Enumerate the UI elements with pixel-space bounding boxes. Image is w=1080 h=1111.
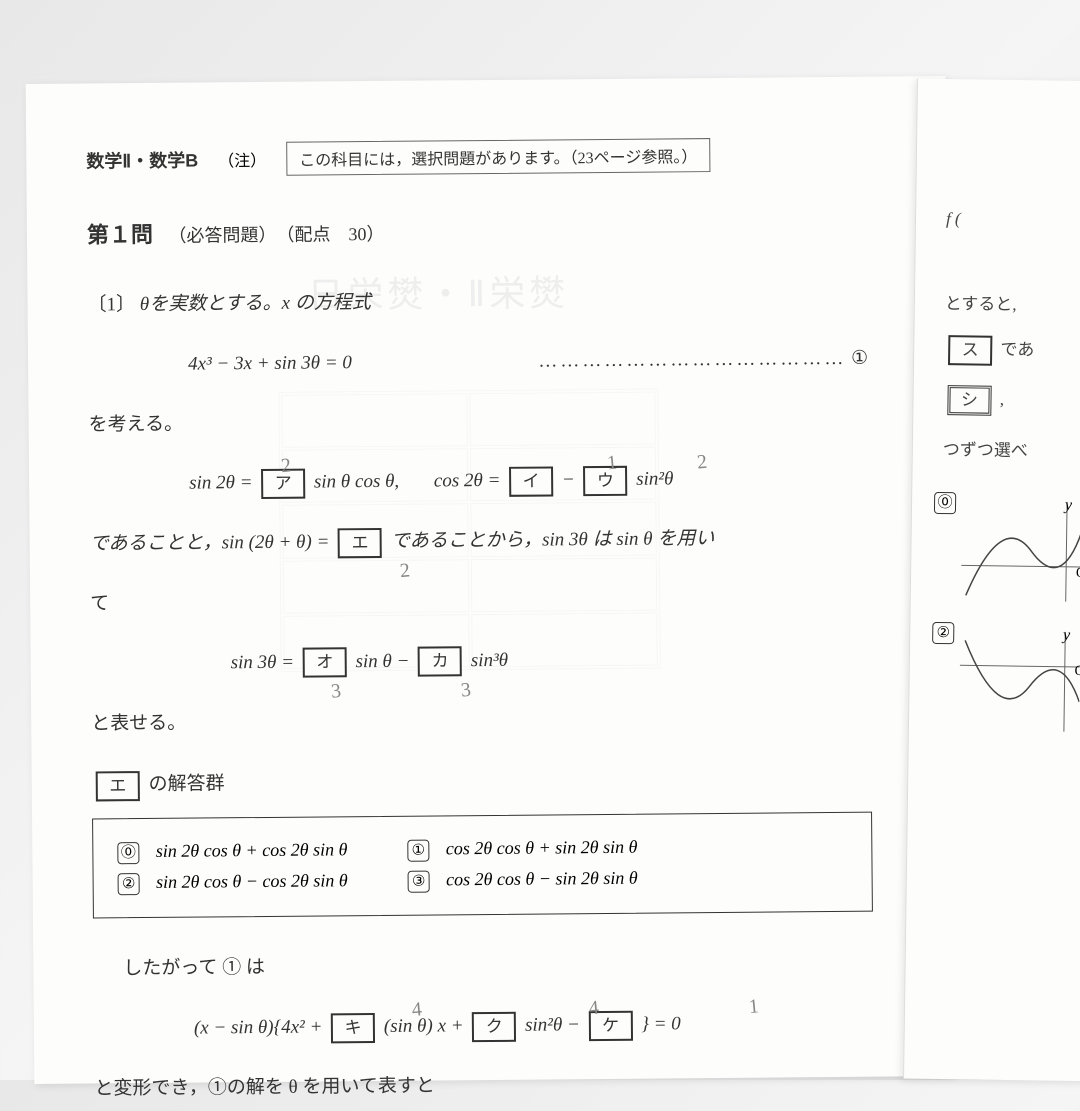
opt-text-1: cos 2θ cos θ + sin 2θ sin θ [446,837,638,859]
q-subtitle: （必答問題） （配点 30） [168,224,384,246]
l11b: (sin θ) x + [384,1015,464,1037]
rp-f: f ( [946,209,1080,231]
line-10: したがって ① は [123,941,913,990]
subject-label: 数学Ⅱ・数学B [86,147,198,174]
eq1-dots: …………………………………… [538,348,846,372]
box-o: オ [303,648,347,678]
line-4: 2 1 2 sin 2θ = ア sin θ cos θ, cos 2θ = イ… [189,457,909,505]
l11d: } = 0 [641,1013,681,1034]
options-box: ⓪ sin 2θ cos θ + cos 2θ sin θ ① cos 2θ c… [92,812,873,919]
opt-text-3: cos 2θ cos θ − sin 2θ sin θ [446,868,638,890]
graph-2-svg [959,630,1080,732]
opt-text-2: sin 2θ cos θ − cos 2θ sin θ [156,870,348,892]
header-row: 数学Ⅱ・数学B （注） この科目には，選択問題があります。（23ページ参照。） [86,136,906,177]
graph-0-y: y [1065,497,1072,515]
box-ki: キ [331,1013,375,1043]
l4c: cos 2θ = [434,470,501,492]
line-12: と変形でき，①の解を θ を用いて表すと [94,1061,914,1110]
box-e: エ [338,528,382,558]
rp-dea: であ [1000,340,1034,359]
line-11: 4 4 1 (x − sin θ){4x² + キ (sin θ) x + ク … [194,1001,914,1049]
right-page: f ( とすると, ス であ シ , つずつ選べ ⓪ y O ② y O [903,79,1080,1082]
graph-2-num: ② [932,622,954,644]
opt-label-text: の解答群 [148,774,224,796]
opt-num-1: ① [407,840,429,862]
eq1-tag: ① [851,347,868,368]
option-2: ② sin 2θ cos θ − cos 2θ sin θ [118,870,348,895]
rp-f-text: f ( [946,209,961,228]
left-page: 日栄燓・Ⅱ栄燓 数学Ⅱ・数学B （注） この科目には，選択問題があります。（23… [26,76,955,1084]
box-i: イ [509,466,553,496]
l4b: sin θ cos θ, [314,471,399,493]
opt-text-0: sin 2θ cos θ + cos 2θ sin θ [156,839,348,861]
l11a: (x − sin θ){4x² + [194,1016,323,1038]
rp-su-line: ス であ [944,334,1080,367]
graph-0-num: ⓪ [934,492,956,514]
q-number: 第１問 [87,222,153,248]
line-1: 〔1〕 θを実数とする。x の方程式 [87,277,907,326]
line-8: と表せる。 [91,696,911,745]
l4a: sin 2θ = [189,472,253,494]
option-3: ③ cos 2θ cos θ − sin 2θ sin θ [408,868,638,893]
handwrite-1b: 1 [747,984,761,1029]
l11c: sin²θ − [525,1014,580,1035]
graph-0-svg [961,500,1080,602]
graph-0-o: O [1076,566,1080,582]
box-su: ス [948,335,992,366]
box-u: ウ [583,466,627,496]
l7a: sin 3θ = [231,651,295,673]
rp-tsuzutsu: つずつ選べ [943,435,1080,462]
graph-2-y: y [1063,627,1070,645]
box-ku: ク [472,1011,516,1041]
l7b: sin θ − [355,650,409,671]
eq1-text: 4x³ − 3x + sin 3θ = 0 [188,352,352,374]
option-group-label: エ の解答群 [92,758,912,807]
box-e-ref: エ [96,771,140,801]
line-3: を考える。 [88,397,908,446]
options-row-1: ⓪ sin 2θ cos θ + cos 2θ sin θ ① cos 2θ c… [117,835,847,864]
graph-0: ⓪ y O [961,500,1080,602]
graph-2: ② y O [959,630,1080,732]
equation-1: 4x³ − 3x + sin 3θ = 0 …………………………………… ① [188,337,908,385]
l5b: であることから，sin 3θ は sin θ を用い [391,528,715,552]
note-box: この科目には，選択問題があります。（23ページ参照。） [286,138,710,176]
opt-num-2: ② [118,873,140,895]
handwrite-2b: 2 [695,440,709,485]
graph-2-o: O [1074,664,1080,680]
l4d: − [562,470,575,491]
opt-num-0: ⓪ [117,842,139,864]
l5a: であることと，sin (2θ + θ) = [90,532,330,555]
line-6: て [90,576,910,625]
option-0: ⓪ sin 2θ cos θ + cos 2θ sin θ [117,839,347,864]
rp-comma: , [1000,390,1005,409]
options-row-2: ② sin 2θ cos θ − cos 2θ sin θ ③ cos 2θ c… [118,866,848,895]
section-number: 〔1〕 [87,294,135,315]
opt-num-3: ③ [408,871,430,893]
line-7: sin 3θ = オ sin θ − カ sin³θ 3 3 [231,636,911,684]
page-content: 数学Ⅱ・数学B （注） この科目には，選択問題があります。（23ページ参照。） … [86,136,914,1110]
note-prefix: （注） [218,147,266,171]
line-1-text: θを実数とする。x の方程式 [140,292,371,315]
rp-tosuruto: とすると, [945,289,1080,316]
question-title: 第１問 （必答問題） （配点 30） [87,210,907,249]
rp-shi-line: シ , [943,385,1080,417]
box-shi: シ [947,385,991,416]
option-1: ① cos 2θ cos θ + sin 2θ sin θ [407,837,637,862]
l7c: sin³θ [471,650,508,671]
l4e: sin²θ [636,469,673,490]
box-ka: カ [418,647,462,677]
line-5: であることと，sin (2θ + θ) = エ であることから，sin 3θ は… [89,517,909,566]
